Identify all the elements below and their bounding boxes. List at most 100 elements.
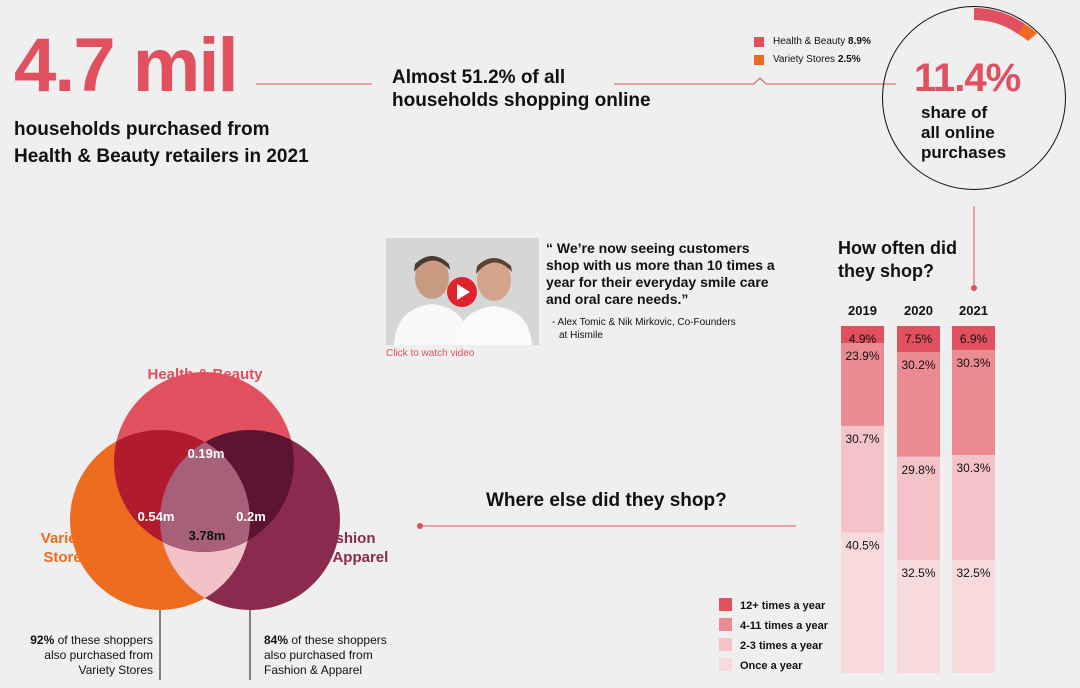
bar-segment-2019-3: [841, 532, 884, 673]
variety-legend-label: Variety Stores: [773, 54, 836, 65]
note-fashion-line-1: 84% of these shoppers: [264, 633, 414, 648]
bar-segment-2021-2: [952, 455, 995, 561]
legend-label-3: Once a year: [740, 660, 803, 672]
headline-line-2: Health & Beauty retailers in 2021: [14, 146, 309, 167]
venn-diagram: 0.19m 0.54m 0.2m 3.78m Health & Beauty V…: [41, 366, 388, 610]
venn-variety-label-2: Stores: [43, 549, 90, 566]
legend-swatch-2: [719, 638, 732, 651]
headline-subtext: households purchased from Health & Beaut…: [14, 116, 309, 170]
frequency-title: How often did they shop?: [838, 237, 957, 283]
year-label-2019: 2019: [848, 303, 877, 318]
share-line-3: purchases: [921, 143, 1007, 162]
share-legend-health: Health & Beauty 8.9%: [754, 33, 871, 51]
bar-segment-2021-1: [952, 349, 995, 456]
connector-share-dot: [971, 285, 977, 291]
note-variety: 92% of these shoppers also purchased fro…: [17, 633, 153, 678]
share-percent: 11.4%: [914, 56, 1021, 100]
frequency-title-line-2: they shop?: [838, 261, 935, 281]
connector-where-dot: [417, 523, 423, 529]
bar-segment-2020-1: [897, 352, 940, 457]
variety-legend-value: 2.5%: [837, 54, 861, 65]
bar-label-2021-2: 30.3%: [956, 461, 990, 475]
legend-label-1: 4-11 times a year: [740, 620, 829, 632]
venn-all-three-value: 3.78m: [189, 528, 226, 543]
bar-label-2020-1: 30.2%: [901, 358, 935, 372]
variety-swatch: [754, 55, 764, 65]
note-fashion-pct: 84%: [264, 633, 289, 647]
bar-segment-2019-0: [841, 326, 884, 344]
note-fashion-text-2: also purchased from: [264, 648, 373, 662]
frequency-chart: 2019 4.9% 23.9% 30.7% 40.5% 2020 7.5% 30.2% 29.8…: [719, 303, 995, 673]
share-legend-variety: Variety Stores 2.5%: [754, 51, 871, 69]
headline-number: 4.7 mil: [14, 23, 239, 108]
venn-variety-label-1: Variety: [41, 530, 91, 547]
video-founders-illustration: [386, 238, 539, 345]
connector-online: [614, 77, 896, 85]
bar-segment-2021-3: [952, 560, 995, 673]
legend-swatch-1: [719, 618, 732, 631]
venn-fashion-label-2: & Apparel: [318, 549, 388, 566]
venn-fashion-label-1: Fashion: [318, 530, 376, 547]
venn-health-label: Health & Beauty: [147, 366, 263, 383]
bar-label-2019-0: 4.9%: [849, 332, 877, 346]
note-variety-line-1: 92% of these shoppers: [17, 633, 153, 648]
health-legend-value: 8.9%: [848, 36, 871, 47]
note-fashion-text-1: of these shoppers: [288, 633, 387, 647]
venn-health-variety-value: 0.54m: [138, 509, 175, 524]
note-fashion-text-3: Fashion & Apparel: [264, 663, 363, 677]
venn-center-overlap: [160, 430, 250, 552]
note-variety-pct: 92%: [30, 633, 55, 647]
online-households: Almost 51.2% of all households shopping …: [392, 66, 651, 112]
legend-label-0: 12+ times a year: [740, 600, 826, 612]
bar-label-2019-2: 30.7%: [845, 432, 879, 446]
share-caption: share of all online purchases: [921, 103, 1006, 163]
bar-label-2019-1: 23.9%: [845, 349, 879, 363]
quote-credit-line-2: at Hismile: [559, 330, 603, 341]
share-arc-variety: [1018, 23, 1037, 41]
note-variety-text-2: also purchased from: [44, 648, 153, 662]
note-fashion: 84% of these shoppers also purchased fro…: [264, 633, 414, 678]
bar-label-2021-3: 32.5%: [956, 566, 990, 580]
bar-label-2020-2: 29.8%: [901, 463, 935, 477]
share-line-2: all online: [921, 123, 995, 142]
share-legend: Health & Beauty 8.9% Variety Stores 2.5%: [754, 33, 871, 69]
bar-label-2020-3: 32.5%: [901, 566, 935, 580]
share-arc-health: [974, 8, 1025, 34]
video-thumbnail[interactable]: [386, 238, 539, 345]
customer-quote: “ We’re now seeing customers shop with u…: [546, 240, 775, 307]
quote-credit-line-1: - Alex Tomic & Nik Mirkovic, Co-Founders: [552, 317, 736, 328]
bar-segment-2019-1: [841, 343, 884, 426]
venn-health-fashion-value: 0.2m: [236, 509, 266, 524]
headline-line-1: households purchased from: [14, 119, 270, 140]
legend-swatch-0: [719, 598, 732, 611]
frequency-title-line-1: How often did: [838, 238, 957, 258]
bar-segment-2020-3: [897, 560, 940, 673]
note-variety-text-1: of these shoppers: [54, 633, 153, 647]
year-label-2020: 2020: [904, 303, 933, 318]
share-arc: [974, 8, 1037, 41]
bar-label-2021-1: 30.3%: [956, 356, 990, 370]
bar-label-2021-0: 6.9%: [960, 332, 988, 346]
bar-segment-2021-0: [952, 326, 995, 350]
variety-legend-text: Variety Stores 2.5%: [773, 51, 861, 69]
year-label-2021: 2021: [959, 303, 988, 318]
note-variety-text-3: Variety Stores: [78, 663, 153, 677]
share-circle: [882, 6, 1066, 190]
bar-segment-2020-2: [897, 456, 940, 561]
venn-only-health-value: 0.19m: [188, 446, 225, 461]
health-swatch: [754, 37, 764, 47]
bar-segment-2019-2: [841, 425, 884, 533]
legend-label-2: 2-3 times a year: [740, 640, 823, 652]
online-line-1: Almost 51.2% of all: [392, 67, 566, 88]
health-legend-label: Health & Beauty: [773, 36, 846, 47]
bar-segment-2020-0: [897, 326, 940, 353]
legend-swatch-3: [719, 658, 732, 671]
quote-credit: - Alex Tomic & Nik Mirkovic, Co-Founders…: [552, 316, 772, 342]
online-line-2: households shopping online: [392, 90, 651, 111]
bar-label-2019-3: 40.5%: [845, 538, 879, 552]
share-line-1: share of: [921, 103, 988, 122]
watch-video-link[interactable]: Click to watch video: [386, 348, 475, 359]
where-else-title: Where else did they shop?: [486, 490, 727, 511]
health-legend-text: Health & Beauty 8.9%: [773, 33, 871, 51]
bar-label-2020-0: 7.5%: [905, 332, 933, 346]
